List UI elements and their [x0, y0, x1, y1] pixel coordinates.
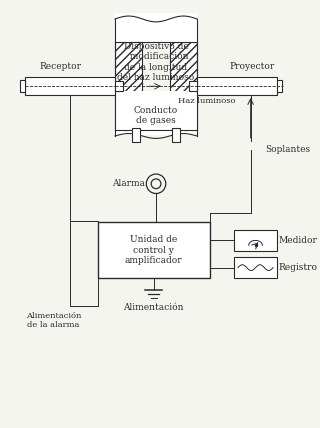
Bar: [25, 77, 115, 95]
Text: Soplantes: Soplantes: [265, 145, 310, 154]
Bar: [115, 91, 197, 135]
Text: Alarma: Alarma: [112, 179, 145, 188]
Bar: [234, 229, 277, 251]
Text: Receptor: Receptor: [39, 62, 82, 71]
Bar: [115, 13, 197, 42]
Bar: [172, 128, 180, 142]
Text: Registro: Registro: [279, 263, 318, 272]
Text: Alimentación: Alimentación: [123, 303, 184, 312]
Text: Unidad de
control y
amplificador: Unidad de control y amplificador: [125, 235, 182, 265]
Bar: [170, 42, 197, 130]
Bar: [20, 80, 25, 92]
Bar: [197, 77, 277, 95]
Bar: [115, 81, 123, 91]
Bar: [234, 257, 277, 278]
Text: Proyector: Proyector: [229, 62, 274, 71]
Bar: [115, 42, 142, 130]
Bar: [189, 81, 197, 91]
Bar: [277, 80, 282, 92]
Bar: [132, 128, 140, 142]
Text: Medidor: Medidor: [279, 236, 318, 245]
Text: Conducto
de gases: Conducto de gases: [134, 106, 178, 125]
Text: Alimentación
de la alarma: Alimentación de la alarma: [26, 312, 81, 329]
Bar: [98, 222, 210, 278]
Text: Haz luminoso: Haz luminoso: [179, 97, 236, 105]
Text: Dispositivo de
. modificación
de la longitud
del haz luminoso: Dispositivo de . modificación de la long…: [117, 42, 195, 82]
